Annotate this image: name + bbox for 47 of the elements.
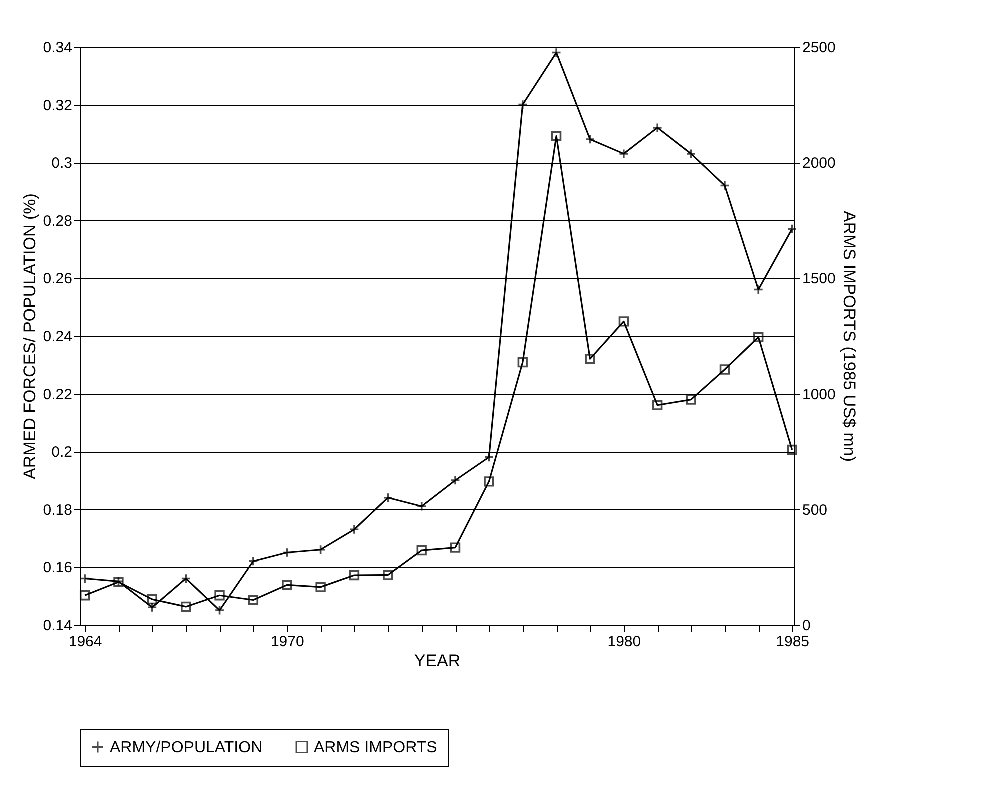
y-tick-label: 0.22 bbox=[43, 386, 72, 404]
point bbox=[248, 595, 259, 606]
y2-tick-label: 2500 bbox=[802, 40, 836, 56]
point bbox=[754, 332, 764, 342]
x-tick-label: 1970 bbox=[270, 634, 304, 650]
y-tick-label: 0.32 bbox=[43, 97, 72, 114]
point bbox=[80, 590, 90, 601]
y-tick-label: 0.14 bbox=[43, 618, 72, 634]
point bbox=[618, 316, 630, 327]
point bbox=[652, 400, 663, 410]
point bbox=[181, 602, 192, 612]
point bbox=[585, 354, 596, 364]
y-tick-label: 0.18 bbox=[43, 502, 72, 519]
point bbox=[450, 542, 461, 553]
y-tick-label: 0.3 bbox=[52, 155, 72, 172]
y-tick-label: 0.16 bbox=[43, 560, 72, 577]
point bbox=[349, 570, 360, 581]
y2-tick-label: 0 bbox=[802, 618, 811, 634]
y2-tick-label: 1500 bbox=[802, 270, 836, 288]
point bbox=[316, 582, 326, 592]
point bbox=[484, 476, 494, 487]
y-axis-title: ARMED FORCES/ POPULATION (%) bbox=[20, 194, 40, 480]
y2-tick-label: 1000 bbox=[802, 386, 836, 404]
y2-tick-label: 500 bbox=[802, 502, 828, 519]
x-axis-title: YEAR bbox=[414, 652, 461, 670]
point bbox=[416, 545, 427, 556]
y-tick-label: 0.28 bbox=[43, 212, 72, 230]
point bbox=[147, 594, 158, 605]
point bbox=[518, 358, 528, 368]
y-tick-label: 0.24 bbox=[43, 328, 72, 346]
x-tick-label: 1964 bbox=[68, 634, 102, 650]
point bbox=[214, 590, 225, 601]
point bbox=[282, 580, 292, 590]
x-tick-label: 1980 bbox=[608, 634, 642, 650]
point bbox=[787, 444, 798, 456]
y2-tick-label: 2000 bbox=[802, 155, 836, 172]
y2-axis-title: ARMS IMPORTS (1985 US$ mn) bbox=[840, 211, 859, 462]
y-tick-label: 0.34 bbox=[43, 40, 72, 56]
y-tick-label: 0.2 bbox=[52, 444, 72, 462]
legend-label: ARMY/POPULATION bbox=[110, 739, 263, 756]
point bbox=[686, 394, 696, 405]
y-tick-label: 0.26 bbox=[43, 270, 72, 288]
point bbox=[720, 364, 730, 375]
point bbox=[383, 570, 394, 580]
legend-label: ARMS IMPORTS bbox=[314, 739, 438, 756]
point bbox=[551, 131, 562, 142]
x-tick-label: 1985 bbox=[776, 634, 810, 650]
